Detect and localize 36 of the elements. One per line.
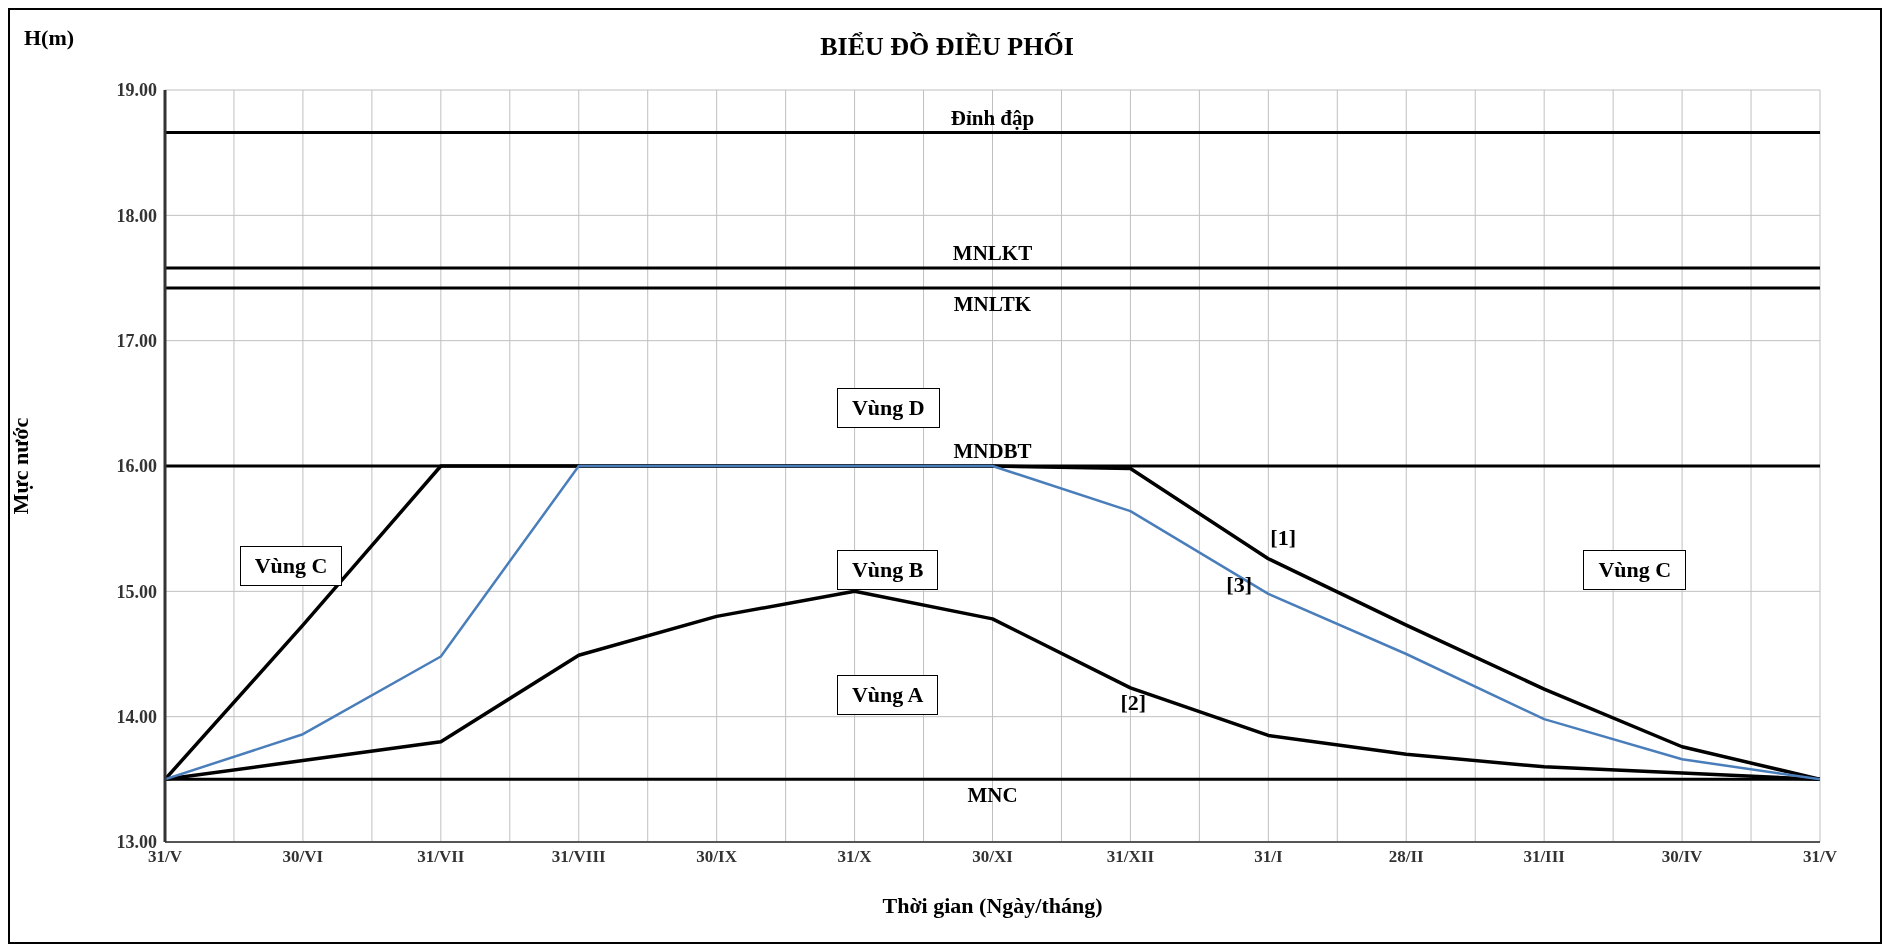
y-tick-label: 17.00 [116, 331, 157, 352]
framed-label: Vùng D [836, 387, 940, 428]
ref-line-label: MNC [967, 783, 1018, 808]
x-tick-label: 31/V [148, 847, 183, 867]
series-label: [1] [1270, 524, 1296, 550]
ref-line-label: MNLTK [953, 291, 1032, 316]
x-tick-label: 30/XI [972, 847, 1014, 867]
x-tick-label: 30/IX [696, 847, 738, 867]
framed-label: Vùng A [836, 674, 939, 715]
series-label: [3] [1226, 571, 1252, 597]
x-tick-label: 30/VI [282, 847, 324, 867]
y-tick-label: 15.00 [116, 581, 157, 602]
x-tick-label: 31/XII [1106, 847, 1155, 867]
framed-label: Vùng C [1583, 550, 1687, 591]
framed-label: Vùng C [239, 546, 343, 587]
x-axis-title: Thời gian (Ngày/tháng) [882, 892, 1103, 918]
x-tick-label: 31/I [1254, 847, 1283, 867]
y-tick-label: 19.00 [116, 80, 157, 101]
x-tick-label: 31/VIII [551, 847, 607, 867]
y-axis-title: Mực nước [7, 417, 33, 515]
x-tick-label: 28/II [1388, 847, 1425, 867]
y-tick-label: 14.00 [116, 707, 157, 728]
series-label: [2] [1120, 689, 1147, 715]
ref-line-label: MNDBT [953, 439, 1032, 463]
text: H(m) [23, 24, 75, 51]
x-tick-label: 31/V [1803, 847, 1838, 867]
x-tick-label: 31/X [837, 847, 873, 867]
ref-line-label: MNLKT [952, 240, 1033, 265]
x-tick-label: 31/VII [417, 847, 465, 867]
chart-title: BIỂU ĐỒ ĐIỀU PHỐI [820, 32, 1074, 61]
y-tick-label: 16.00 [116, 456, 157, 477]
framed-label: Vùng B [836, 550, 939, 591]
x-tick-label: 30/IV [1661, 847, 1704, 867]
ref-line-label: Đỉnh đập [950, 105, 1035, 130]
x-tick-label: 31/III [1523, 847, 1566, 867]
y-tick-label: 18.00 [116, 205, 157, 226]
